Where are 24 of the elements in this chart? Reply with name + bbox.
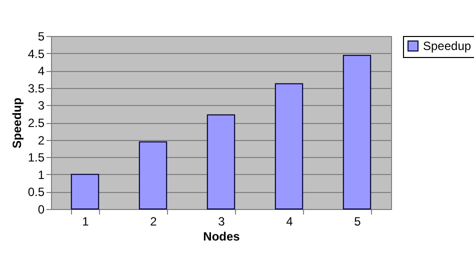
y-tick-label: 0 xyxy=(38,202,45,216)
bar xyxy=(274,83,304,210)
y-tick-label: 4.5 xyxy=(28,46,45,61)
y-tick-label: 3.5 xyxy=(28,81,45,96)
y-tick-label: 2 xyxy=(38,133,45,148)
y-tick-label: 3 xyxy=(38,98,45,113)
bar xyxy=(138,141,168,210)
y-tick-label: 4 xyxy=(38,64,45,78)
y-tick-label: 1.5 xyxy=(28,150,45,165)
x-tick-label: 5 xyxy=(354,214,362,228)
x-tick-label: 2 xyxy=(150,214,158,228)
y-tick-label: 1 xyxy=(38,168,45,182)
x-tick-label: 1 xyxy=(82,214,90,228)
y-axis-title: Speedup xyxy=(10,98,24,148)
y-tick-label: 5 xyxy=(38,30,45,44)
bar xyxy=(70,174,100,210)
bar xyxy=(342,54,372,210)
bar xyxy=(206,114,236,210)
y-tick-label: 0.5 xyxy=(28,185,45,200)
legend-label: Speedup xyxy=(423,39,472,53)
x-axis-title: Nodes xyxy=(203,230,240,244)
x-tick-label: 3 xyxy=(218,214,226,228)
x-tick-label: 4 xyxy=(286,214,294,228)
y-tick-label: 2.5 xyxy=(28,116,45,130)
